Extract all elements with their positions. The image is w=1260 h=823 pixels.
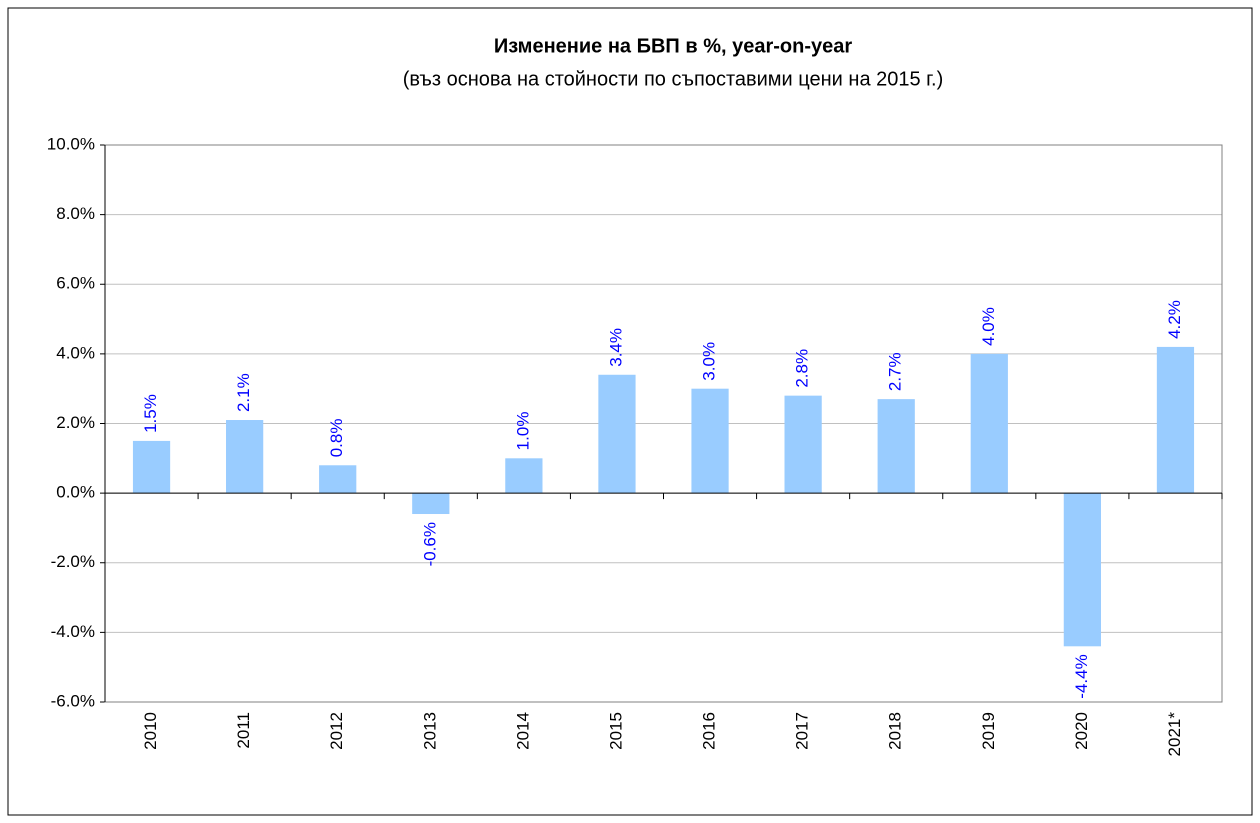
y-tick-label: 8.0% — [56, 204, 95, 223]
bar — [505, 458, 543, 494]
y-tick-label: 0.0% — [56, 483, 95, 502]
x-tick-label: 2014 — [513, 712, 532, 750]
bar — [877, 399, 915, 494]
value-label: 2.1% — [234, 373, 253, 412]
bar — [1156, 346, 1195, 494]
value-label: 1.5% — [141, 394, 160, 433]
value-label: 2.8% — [793, 349, 812, 388]
y-tick-label: -6.0% — [51, 691, 95, 710]
x-tick-label: 2019 — [979, 712, 998, 750]
x-tick-label: 2011 — [234, 712, 253, 749]
bar — [412, 493, 450, 515]
value-label: -0.6% — [420, 522, 439, 566]
x-tick-label: 2012 — [327, 712, 346, 750]
value-label: 4.0% — [979, 307, 998, 346]
bar — [132, 440, 171, 494]
bar — [598, 374, 636, 494]
x-tick-label: 2018 — [886, 712, 905, 750]
bar — [784, 395, 822, 494]
bar — [226, 420, 264, 494]
chart-subtitle: (въз основа на стойности по съпоставими … — [403, 68, 944, 90]
value-label: 1.0% — [513, 412, 532, 451]
x-tick-label: 2020 — [1072, 712, 1091, 750]
chart-title: Изменение на БВП в %, year-on-year — [494, 35, 853, 57]
x-tick-label: 2016 — [700, 712, 719, 750]
y-tick-label: -4.0% — [51, 622, 95, 641]
bar — [319, 465, 357, 494]
value-label: 3.0% — [700, 342, 719, 381]
value-label: 3.4% — [606, 328, 625, 367]
value-label: 0.8% — [327, 419, 346, 458]
x-tick-label: 2010 — [141, 712, 160, 750]
y-tick-label: 4.0% — [56, 343, 95, 362]
bar — [691, 388, 729, 494]
x-tick-label: 2013 — [420, 712, 439, 750]
x-tick-label: 2017 — [793, 712, 812, 750]
bar — [970, 353, 1008, 494]
value-label: 4.2% — [1165, 300, 1184, 339]
bar — [1063, 493, 1101, 647]
y-tick-label: -2.0% — [51, 552, 95, 571]
y-tick-label: 10.0% — [47, 134, 95, 153]
value-label: 2.7% — [886, 352, 905, 391]
y-tick-label: 2.0% — [56, 413, 95, 432]
x-tick-label: 2021* — [1165, 712, 1184, 757]
value-label: -4.4% — [1072, 654, 1091, 698]
y-tick-label: 6.0% — [56, 274, 95, 293]
x-tick-label: 2015 — [606, 712, 625, 750]
